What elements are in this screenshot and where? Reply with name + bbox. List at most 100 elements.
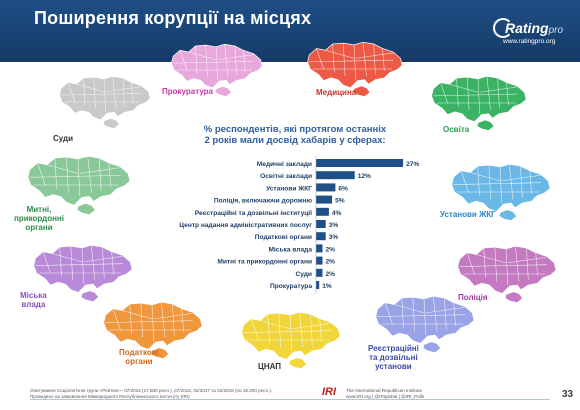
- oblast-border: [153, 313, 193, 320]
- bar: [316, 268, 323, 277]
- oblast-border: [42, 251, 51, 274]
- oblast-border: [310, 313, 313, 346]
- category-label: Реєстраційні та дозвільні інституції: [195, 209, 312, 217]
- bar: [316, 159, 404, 167]
- oblast-border: [260, 320, 291, 330]
- map-label-line: Міська: [20, 291, 47, 300]
- bar: [316, 207, 329, 216]
- ukraine-map-icon: [27, 155, 131, 216]
- oblast-border: [140, 303, 143, 338]
- oblast-border: [243, 50, 246, 72]
- oblast-border: [526, 247, 529, 280]
- ukraine-map-icon: [307, 41, 403, 98]
- ukraine-map-icon: [241, 311, 341, 370]
- footer: Опитування Соціологічної групи «Рейтинг»…: [0, 384, 580, 410]
- oblast-border: [529, 170, 532, 194]
- value-label: 5%: [335, 198, 345, 205]
- oblast-border: [470, 172, 501, 182]
- oblast-border: [108, 162, 112, 187]
- logo-name: Rating: [505, 20, 549, 36]
- page-number: 33: [562, 389, 574, 400]
- oblast-border: [425, 307, 465, 314]
- oblast-border: [453, 182, 541, 185]
- oblast-border: [509, 164, 514, 200]
- oblast-border: [460, 170, 469, 193]
- chart-title: % респондентів, які протягом останніх 2 р…: [150, 124, 440, 146]
- oblast-border: [52, 253, 83, 263]
- map-label: Митні, прикордонні органи: [14, 205, 64, 232]
- category-label: Податкові органи: [255, 233, 312, 241]
- oblast-border: [362, 42, 367, 77]
- oblast-border: [278, 313, 281, 348]
- oblast-border: [382, 48, 385, 71]
- chart-title-line-2: 2 років мали досвід хабарів у сферах:: [204, 135, 386, 146]
- ukraine-map-icon: [457, 245, 557, 304]
- ukraine-map-icon: [33, 244, 133, 303]
- oblast-border: [412, 297, 415, 332]
- map-crimea: [504, 291, 524, 304]
- oblast-border: [29, 175, 121, 178]
- oblast-border: [499, 166, 503, 204]
- oblast-border: [105, 320, 193, 323]
- oblast-border: [486, 76, 491, 111]
- oblast-border: [54, 157, 58, 189]
- value-label: 1%: [322, 283, 332, 290]
- oblast-border: [181, 308, 184, 332]
- oblast-border: [535, 252, 538, 276]
- oblast-border: [467, 77, 470, 111]
- oblast-border: [105, 86, 142, 92]
- oblast-border: [70, 246, 73, 281]
- map-label-line: Поліція: [458, 293, 488, 302]
- bar: [316, 244, 323, 253]
- oblast-border: [243, 330, 331, 333]
- map-label-line: прикордонні: [14, 214, 64, 223]
- oblast-border: [316, 48, 324, 70]
- bar: [316, 281, 320, 289]
- map-label: Суди: [53, 134, 73, 143]
- map-crimea: [476, 119, 495, 132]
- oblast-border: [59, 246, 62, 277]
- category-label: Освітні заклади: [260, 172, 312, 180]
- oblast-border: [161, 302, 166, 338]
- map-label-line: органи: [25, 223, 53, 232]
- oblast-border: [217, 54, 254, 60]
- map-label-line: ЦНАП: [258, 362, 282, 371]
- oblast-border: [494, 247, 497, 282]
- oblast-border: [433, 296, 438, 332]
- oblast-border: [477, 165, 480, 196]
- map-label: ЦНАП: [258, 362, 281, 371]
- oblast-border: [129, 303, 132, 334]
- oblast-border: [309, 59, 394, 63]
- map-crimea: [102, 117, 120, 129]
- ratingpro-logo: Ratingpro www.ratingpro.org: [493, 18, 573, 50]
- oblast-border: [325, 49, 355, 59]
- oblast-border: [83, 256, 123, 263]
- oblast-border: [122, 77, 125, 108]
- oblast-border: [112, 76, 117, 109]
- oblast-border: [151, 304, 155, 342]
- oblast-border: [93, 77, 96, 109]
- oblast-border: [440, 82, 448, 104]
- oblast-border: [477, 78, 481, 114]
- bar: [316, 195, 333, 204]
- bar: [316, 232, 326, 241]
- map-label: Установи ЖКГ: [440, 210, 496, 219]
- oblast-border: [91, 245, 96, 281]
- ukraine-map-icon: [431, 75, 527, 132]
- category-label: Установи ЖКГ: [266, 185, 312, 192]
- map-label-line: Суди: [53, 134, 74, 143]
- iri-logo: IRI: [322, 386, 337, 398]
- category-label: Митні та прикордонні органи: [217, 258, 312, 266]
- oblast-border: [343, 43, 346, 77]
- category-label: Поліція, включаючи дорожню: [214, 197, 312, 205]
- oblast-border: [122, 310, 153, 320]
- map-label-line: Реєстраційні: [368, 344, 419, 353]
- oblast-border: [234, 45, 237, 76]
- oblast-border: [131, 82, 134, 104]
- ukraine-map-icon: [375, 295, 475, 354]
- oblast-border: [453, 302, 456, 326]
- oblast-border: [289, 314, 293, 352]
- map-label: Реєстраційні та дозвільні установи: [368, 344, 419, 371]
- oblast-border: [87, 156, 92, 193]
